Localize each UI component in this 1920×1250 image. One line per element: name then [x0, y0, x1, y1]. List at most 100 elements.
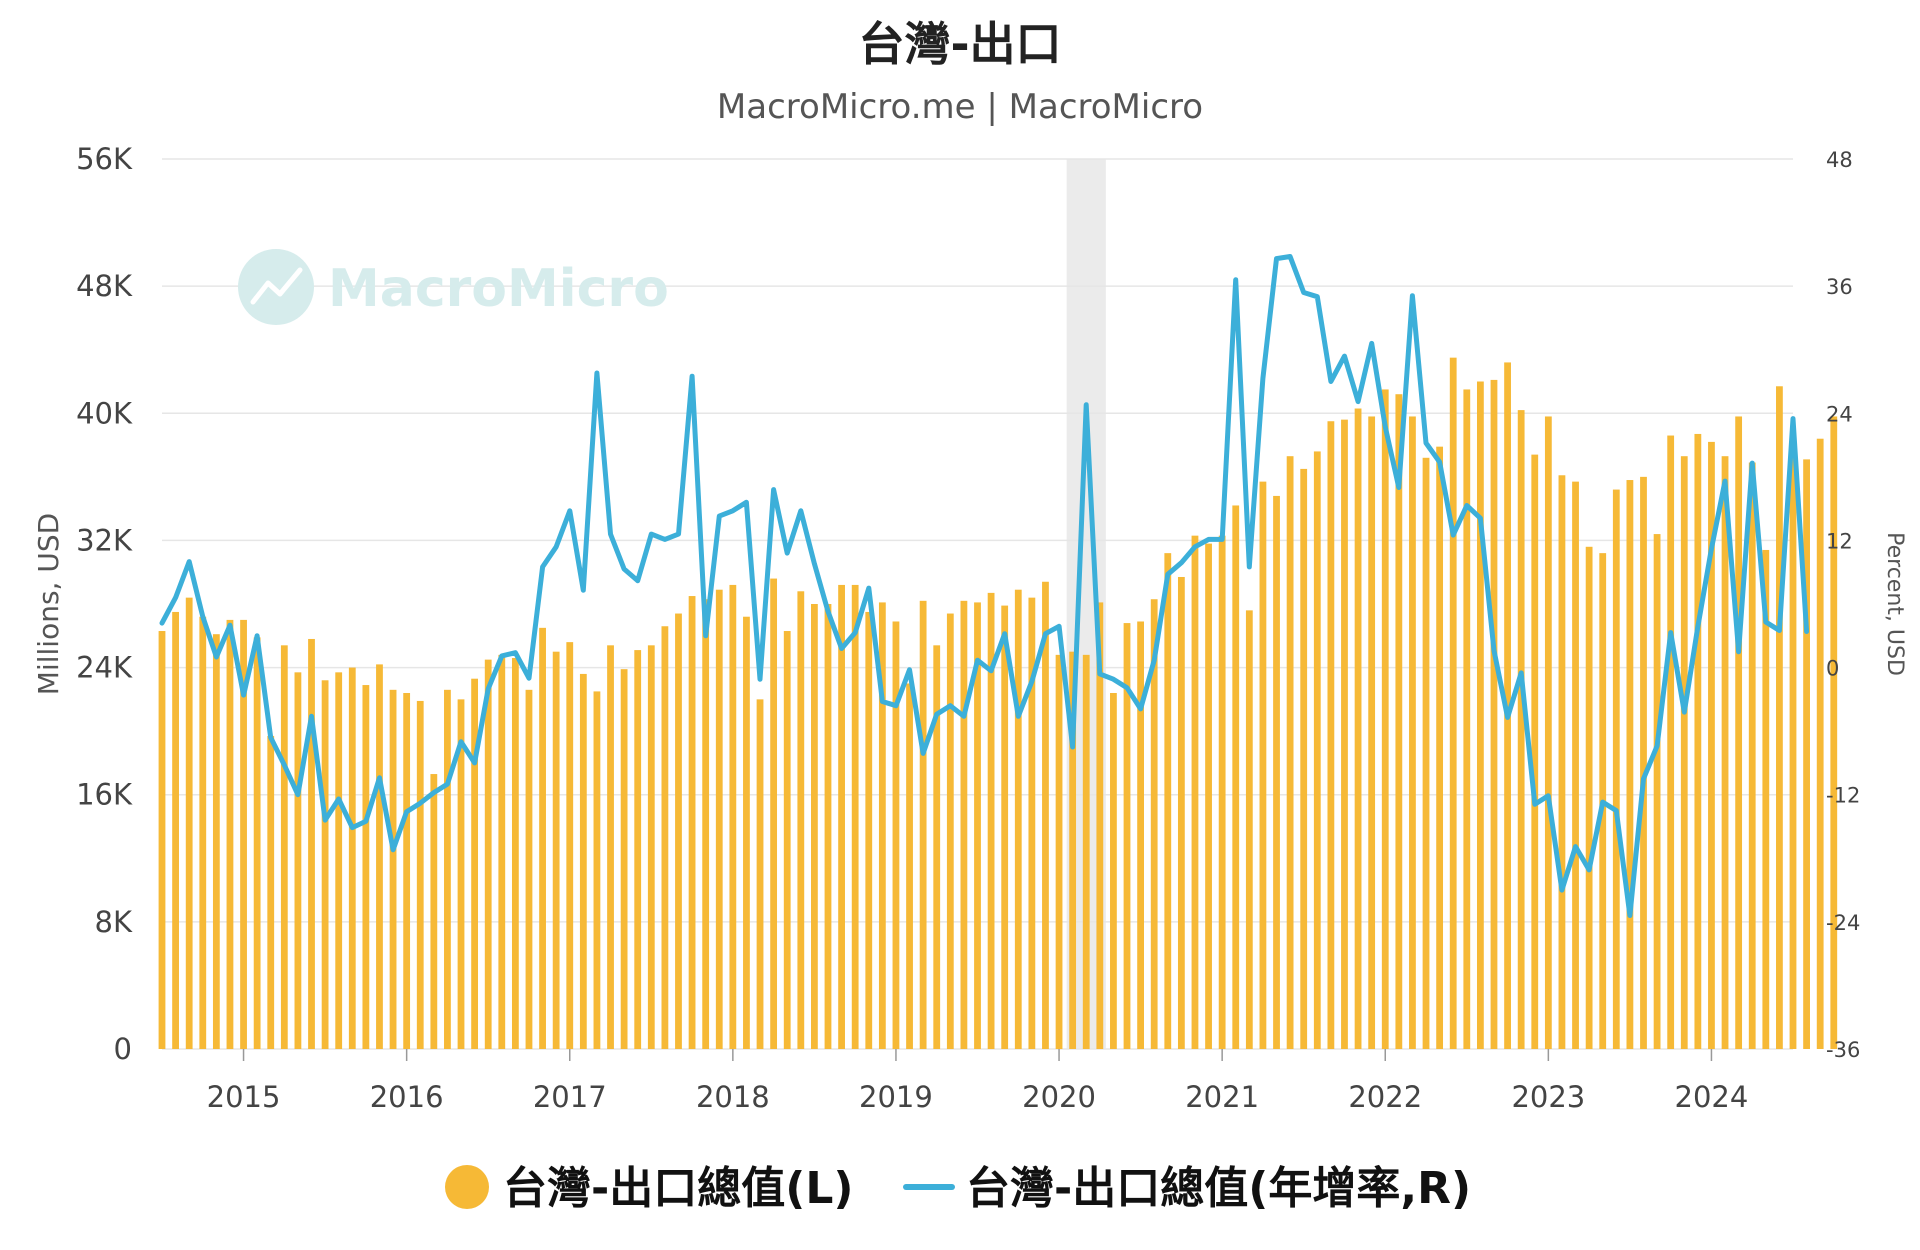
bar	[444, 689, 451, 1049]
bar	[348, 667, 356, 1049]
bar	[1476, 381, 1484, 1049]
bar	[1640, 476, 1647, 1049]
bar	[566, 642, 574, 1049]
x-tick-label: 2022	[1348, 1080, 1422, 1114]
bar	[1273, 495, 1280, 1049]
x-tick-label: 2016	[370, 1080, 444, 1114]
bar	[1354, 408, 1362, 1050]
bar	[919, 600, 927, 1049]
bar	[1735, 416, 1743, 1049]
left-tick-label: 32K	[76, 523, 133, 557]
right-tick-label: -36	[1826, 1038, 1860, 1062]
bar	[1327, 421, 1335, 1049]
bar	[811, 604, 818, 1049]
bar	[1694, 433, 1702, 1050]
bar	[824, 604, 832, 1049]
bar	[1517, 410, 1525, 1049]
bar	[851, 584, 859, 1049]
bar	[403, 693, 411, 1049]
bar	[1381, 389, 1389, 1050]
bar	[158, 631, 166, 1049]
left-tick-label: 0	[114, 1032, 132, 1066]
bar	[457, 699, 465, 1049]
bar	[308, 638, 315, 1049]
bar	[838, 584, 845, 1049]
watermark-text: MacroMicro	[328, 259, 669, 319]
bar	[511, 658, 519, 1049]
bar	[1259, 481, 1267, 1049]
bar	[1245, 610, 1253, 1049]
bar	[1544, 416, 1552, 1049]
bar	[376, 664, 383, 1049]
x-tick-label: 2018	[696, 1080, 770, 1114]
right-tick-label: 36	[1826, 275, 1853, 299]
bar	[1177, 576, 1185, 1049]
bar	[1830, 416, 1838, 1049]
right-tick-label: 0	[1826, 657, 1839, 681]
bar	[389, 689, 397, 1049]
bar	[1286, 456, 1294, 1050]
bar	[362, 685, 370, 1049]
bar	[974, 602, 981, 1049]
bar	[1572, 481, 1579, 1049]
bar	[960, 600, 968, 1049]
bar	[1082, 654, 1090, 1049]
bar	[1422, 457, 1430, 1049]
chart-title: 台灣-出口	[858, 17, 1061, 71]
bar	[498, 654, 506, 1049]
bar	[1776, 386, 1783, 1050]
chart-subtitle: MacroMicro.me | MacroMicro	[717, 87, 1203, 127]
x-tick-label: 2020	[1022, 1080, 1096, 1114]
bar	[1164, 553, 1172, 1049]
bar	[1708, 441, 1715, 1050]
bar	[1110, 693, 1117, 1049]
bar	[579, 673, 587, 1049]
bar	[226, 619, 234, 1049]
bar	[1585, 546, 1593, 1049]
right-tick-label: 24	[1826, 402, 1853, 426]
bar	[1300, 468, 1308, 1049]
bar	[1395, 394, 1403, 1049]
bar	[1612, 489, 1620, 1050]
bar	[1205, 543, 1212, 1049]
bar	[212, 634, 220, 1049]
bar	[1001, 605, 1009, 1049]
bar	[1055, 654, 1063, 1049]
bar	[892, 621, 900, 1049]
legend-item-line: 台灣-出口總值(年增率,R)	[966, 1163, 1471, 1214]
bar	[1150, 599, 1158, 1049]
legend-item-bars: 台灣-出口總值(L)	[503, 1163, 854, 1214]
bar	[1667, 435, 1675, 1049]
bar	[607, 645, 614, 1049]
x-axis-ticks: 2015 2016 2017 2018 2019 2020 2021 2022 2023 2024	[207, 1049, 1749, 1114]
bar	[335, 672, 343, 1049]
bar	[1368, 416, 1376, 1049]
bar	[471, 678, 479, 1049]
bar	[715, 589, 723, 1049]
bar	[946, 613, 954, 1049]
bar	[1042, 581, 1049, 1049]
y-axis-label-left: Millions, USD	[32, 513, 65, 695]
right-tick-label: -24	[1826, 911, 1860, 935]
right-axis-ticks: -36 -24 -12 0 12 24 36 48	[1826, 148, 1860, 1062]
bar	[675, 613, 682, 1049]
bar	[743, 616, 750, 1049]
bar	[1762, 549, 1770, 1049]
left-tick-label: 8K	[95, 905, 133, 939]
bar	[321, 680, 329, 1049]
right-tick-label: -12	[1826, 784, 1860, 808]
left-tick-label: 48K	[76, 269, 133, 303]
bar	[1680, 456, 1688, 1050]
bar	[661, 626, 669, 1049]
x-tick-label: 2024	[1675, 1080, 1749, 1114]
bar	[280, 645, 288, 1049]
bar	[729, 584, 737, 1049]
bar	[1028, 597, 1036, 1049]
bar	[1653, 534, 1661, 1049]
x-tick-label: 2017	[533, 1080, 607, 1114]
bar	[539, 627, 546, 1049]
bar	[1191, 535, 1199, 1049]
left-axis-ticks: 0 8K 16K 24K 32K 40K 48K 56K	[76, 142, 133, 1066]
watermark: MacroMicro	[238, 249, 669, 325]
